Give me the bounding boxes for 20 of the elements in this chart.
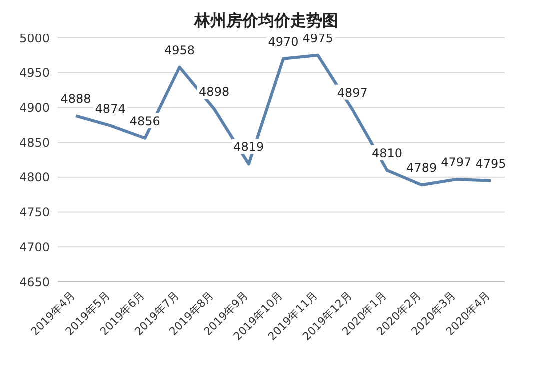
data-label: 4874 — [95, 102, 126, 116]
data-label: 4888 — [60, 92, 92, 106]
data-label: 4795 — [476, 156, 506, 171]
data-label: 4958 — [164, 43, 196, 58]
y-tick-label: 4800 — [19, 170, 50, 185]
data-label: 4797 — [441, 156, 472, 170]
data-label: 4897 — [337, 86, 368, 100]
chart-title: 林州房价均价走势图 — [194, 11, 338, 30]
y-tick-label: 4850 — [19, 136, 50, 150]
y-tick-label: 4650 — [19, 275, 50, 290]
data-label: 4789 — [406, 161, 438, 176]
data-label: 4819 — [234, 140, 264, 154]
data-label: 4970 — [268, 34, 299, 49]
y-tick-label: 4750 — [19, 206, 50, 220]
data-label: 4898 — [199, 85, 230, 100]
data-label: 4856 — [130, 114, 160, 128]
y-tick-label: 4700 — [19, 240, 50, 254]
data-label: 4810 — [372, 146, 403, 160]
y-tick-label: 4950 — [19, 66, 50, 80]
y-tick-label: 4900 — [19, 100, 50, 115]
